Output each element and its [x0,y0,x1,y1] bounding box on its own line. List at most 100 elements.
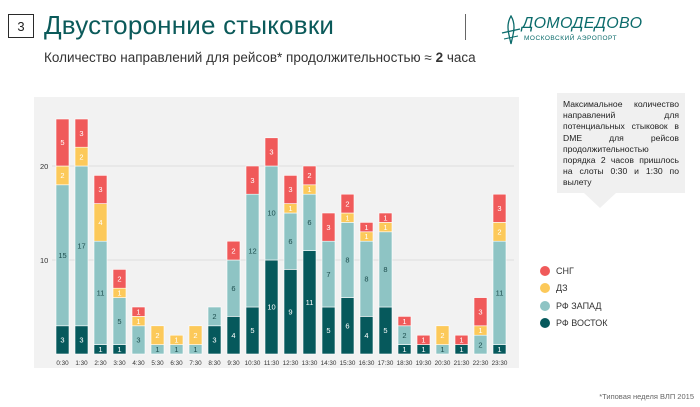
data-label: 10 [267,303,275,312]
data-label: 6 [307,218,311,227]
data-label: 1 [345,213,349,222]
data-label: 6 [288,237,292,246]
plane-icon [501,15,521,45]
data-label: 2 [79,152,83,161]
data-label: 3 [326,223,330,232]
x-tick-label: 21:30 [454,360,470,367]
x-tick-label: 14:30 [321,360,337,367]
bar-segment [131,306,146,317]
x-tick-label: 6:30 [170,360,183,367]
x-tick-label: 20:30 [435,360,451,367]
data-label: 2 [155,331,159,340]
data-label: 2 [193,331,197,340]
legend-label: РФ ВОСТОК [556,318,608,329]
bar-segment [340,193,355,214]
legend-label: РФ ЗАПАД [556,300,602,311]
data-label: 2 [212,312,216,321]
data-label: 1 [193,345,197,354]
data-label: 5 [117,317,121,326]
data-label: 1 [136,307,140,316]
data-label: 1 [421,345,425,354]
legend-item: СНГ [540,262,608,280]
bar-segment [93,175,108,204]
x-tick-label: 15:30 [340,360,356,367]
bar-segment [359,222,374,233]
legend-item: РФ ЗАПАД [540,297,608,315]
x-tick-label: 7:30 [189,360,202,367]
y-tick-label: 20 [40,162,48,171]
x-tick-label: 3:30 [113,360,126,367]
note-callout: Максимальное количество направлений для … [557,93,685,193]
data-label: 2 [231,246,235,255]
data-label: 1 [117,289,121,298]
subtitle-suffix: часа [446,50,476,65]
x-tick-label: 22:30 [473,360,489,367]
bar-segment [112,269,127,289]
data-label: 1 [136,317,140,326]
data-label: 3 [269,148,273,157]
bar-segment [397,316,412,327]
bar-segment [188,325,203,345]
data-label: 3 [136,336,140,345]
data-label: 4 [231,331,235,340]
x-tick-label: 1:30 [75,360,88,367]
bar-segment [435,325,450,345]
logo-name: ДОМОДЕДОВО [522,15,643,32]
stacked-bar-chart: 1020315250:30317231:30111432:3015123:303… [40,118,514,367]
data-label: 8 [364,275,368,284]
bar-segment [74,118,89,148]
data-label: 3 [478,307,482,316]
x-tick-label: 0:30 [56,360,69,367]
data-label: 9 [288,307,292,316]
x-tick-label: 12:30 [283,360,299,367]
data-label: 1 [307,185,311,194]
data-label: 2 [307,171,311,180]
header-divider [465,14,466,40]
bar-segment [321,212,336,242]
data-label: 1 [155,345,159,354]
legend-swatch [540,283,550,294]
x-tick-label: 19:30 [416,360,432,367]
legend-item: РФ ВОСТОК [540,315,608,333]
data-label: 1 [440,345,444,354]
data-label: 2 [440,331,444,340]
subtitle-text: Количество направлений для рейсов* продо… [44,50,432,65]
data-label: 5 [60,138,64,147]
data-label: 1 [364,223,368,232]
chart-legend: СНГ ДЗ РФ ЗАПАД РФ ВОСТОК [540,262,608,332]
x-tick-label: 13:30 [302,360,318,367]
x-tick-label: 16:30 [359,360,375,367]
data-label: 1 [497,345,501,354]
data-label: 15 [58,251,66,260]
data-label: 1 [459,345,463,354]
bar-segment [169,334,184,345]
data-label: 3 [497,204,501,213]
bar-segment [245,165,260,195]
legend-swatch [540,300,550,311]
data-label: 3 [79,129,83,138]
data-label: 2 [345,199,349,208]
legend-swatch [540,265,550,276]
bar-segment [55,118,70,167]
data-label: 4 [364,331,368,340]
x-tick-label: 9:30 [227,360,240,367]
y-tick-label: 10 [40,256,48,265]
data-label: 6 [345,322,349,331]
legend-item: ДЗ [540,280,608,298]
bar-segment [492,193,507,223]
bar-segment [302,165,317,186]
data-label: 11 [496,289,504,298]
x-tick-label: 10:30 [245,360,261,367]
data-label: 1 [98,345,102,354]
bar-segment [416,334,431,345]
data-label: 5 [326,326,330,335]
data-label: 4 [98,218,102,227]
airport-logo: ДОМОДЕДОВО МОСКОВСКИЙ АЭРОПОРТ [500,15,642,49]
data-label: 11 [97,289,105,298]
data-label: 2 [117,275,121,284]
x-tick-label: 17:30 [378,360,394,367]
data-label: 12 [248,246,256,255]
data-label: 5 [250,326,254,335]
subtitle-bold: 2 [435,50,444,65]
data-label: 3 [250,176,254,185]
